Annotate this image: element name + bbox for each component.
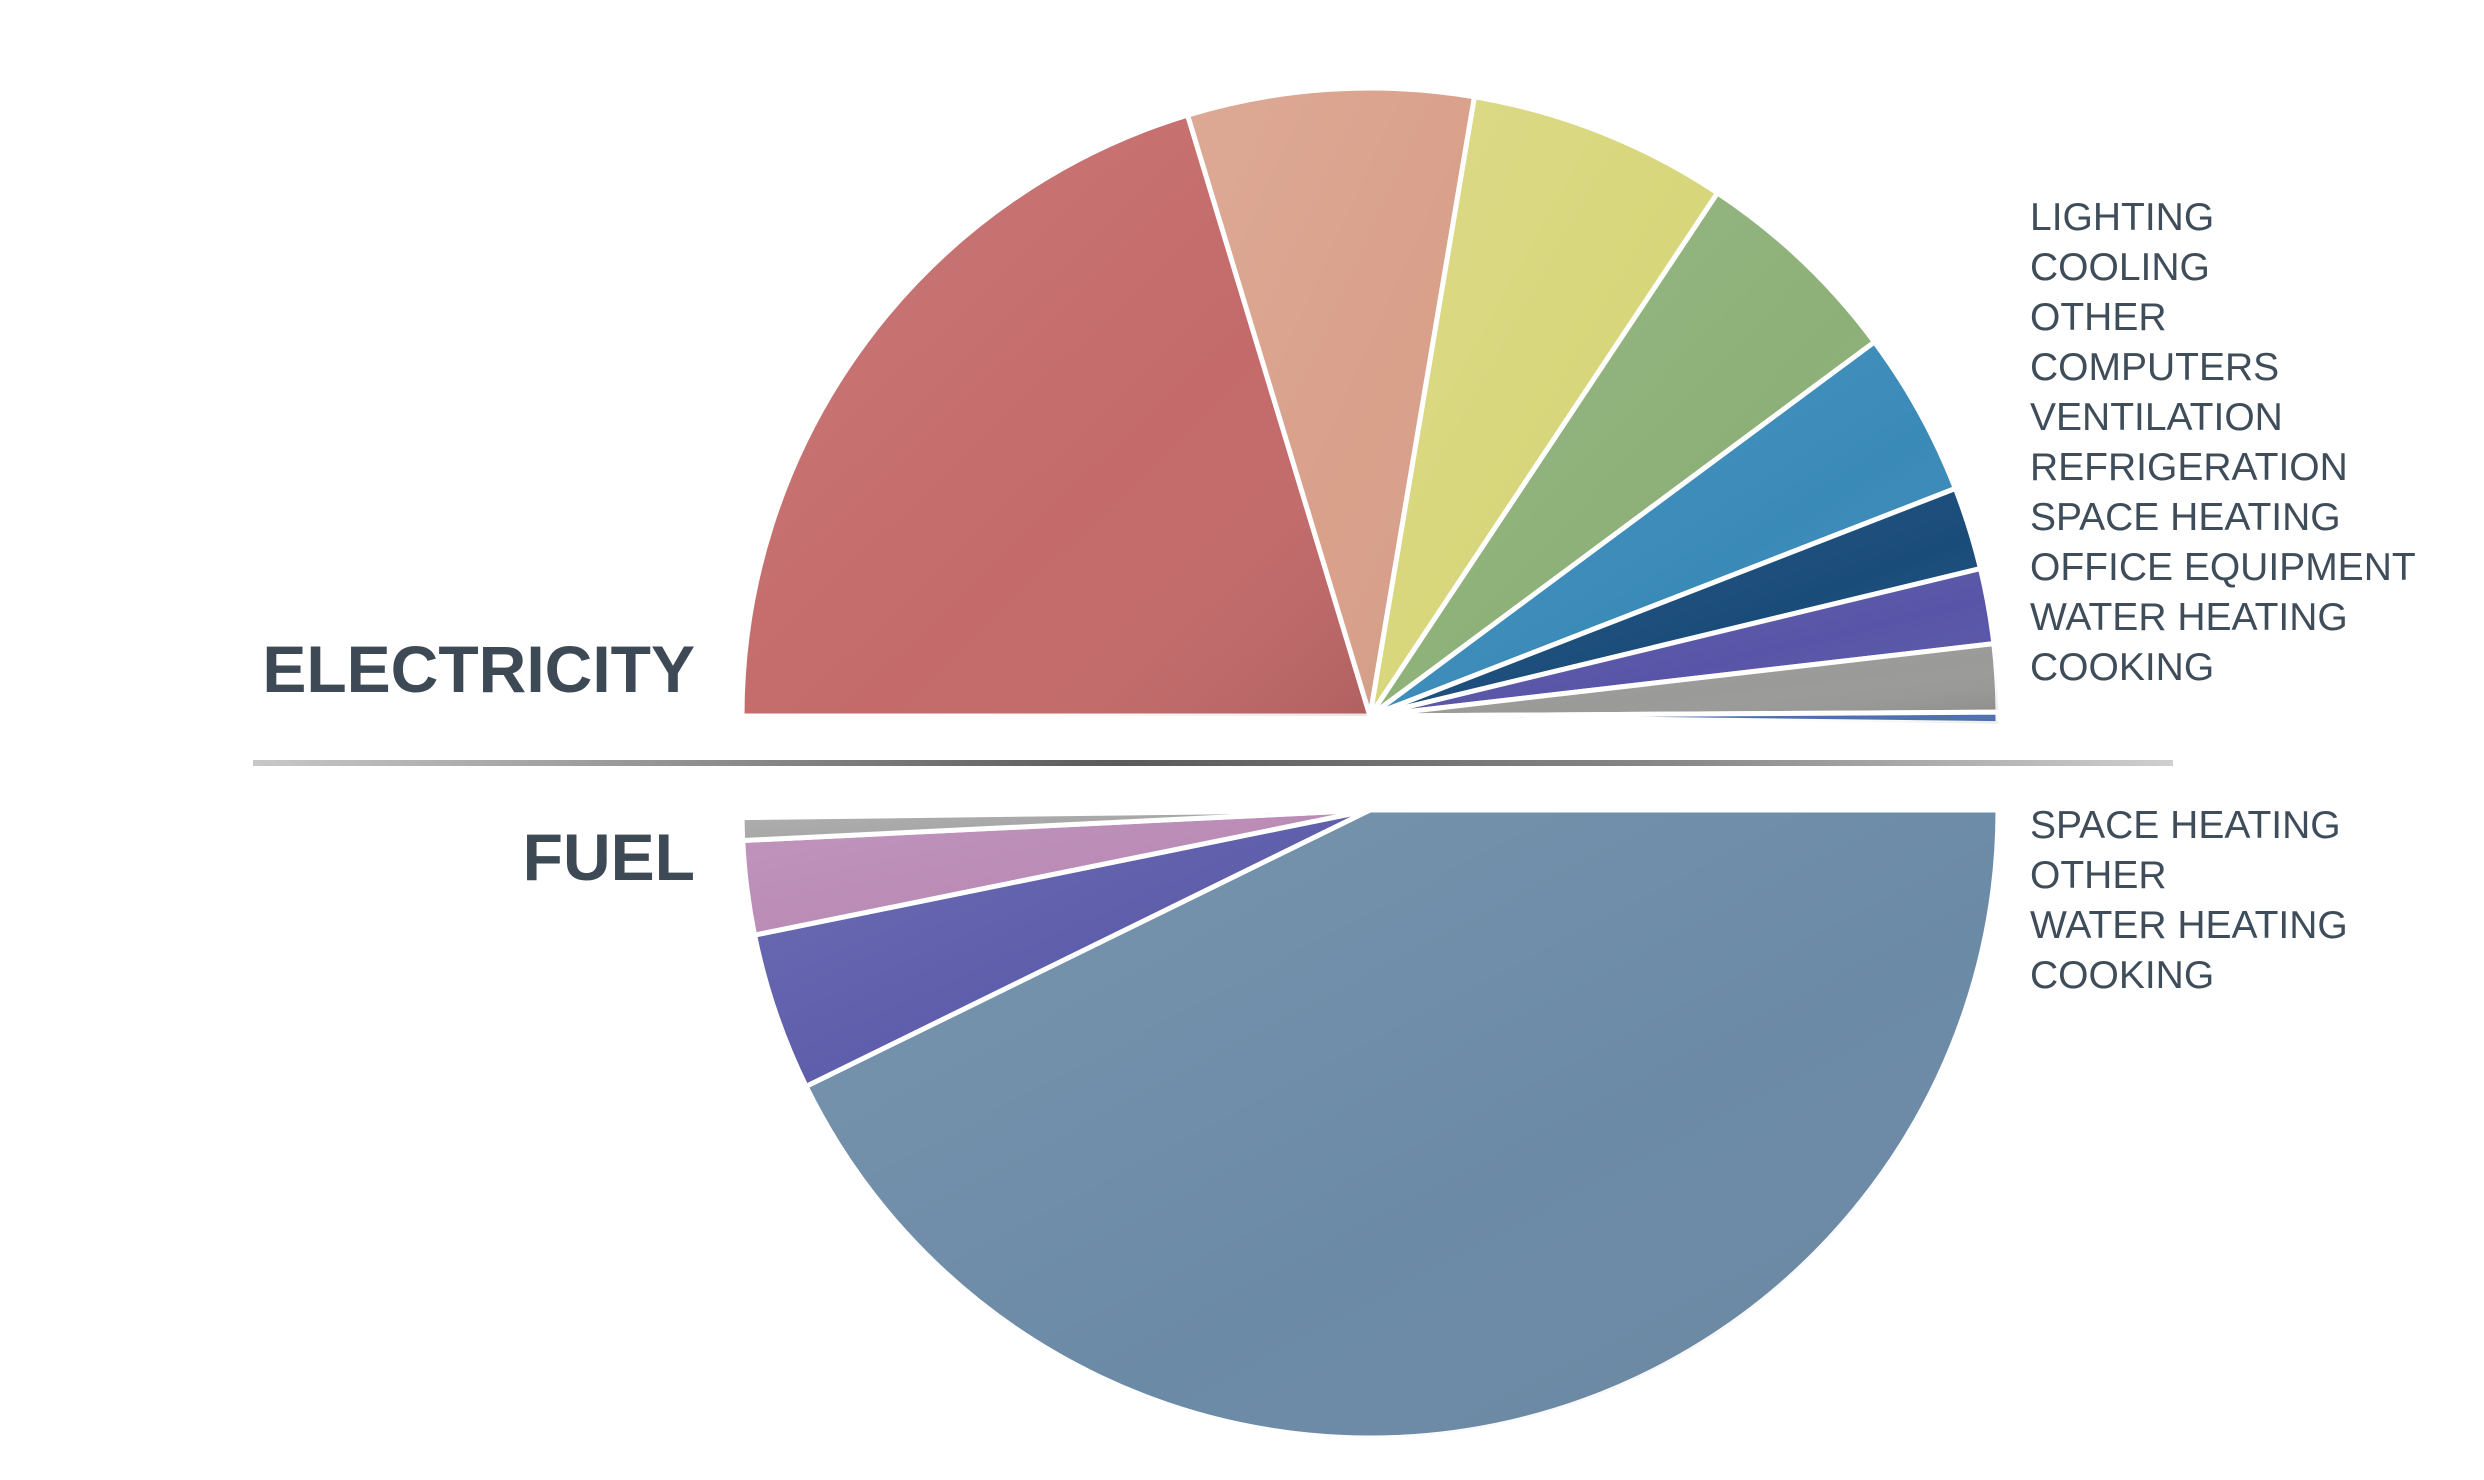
electricity-slice-sheen-computers [1370,192,1875,716]
fuel-legend-water-heating: WATER HEATING [2030,904,2348,947]
electricity-group-label: ELECTRICITY [262,632,695,706]
electricity-legend-refrigeration: REFRIGERATION [2030,446,2348,489]
group-divider-line [253,760,2173,766]
fuel-legend: SPACE HEATING OTHER WATER HEATING COOKING [2030,804,2348,997]
electricity-legend-ventilation: VENTILATION [2030,396,2283,439]
electricity-slice-sheen-cooling [1187,88,1475,717]
fuel-legend-other: OTHER [2030,854,2167,897]
electricity-slice-sheen-refrigeration [1370,488,1981,716]
electricity-legend-computers: COMPUTERS [2030,346,2279,389]
fuel-legend-space-heating: SPACE HEATING [2030,804,2341,847]
fuel-slice-sheen-other [754,810,1370,1087]
fuel-slice-sheen-space-heating [806,810,1998,1438]
electricity-slice-sheen-office-equipment [1370,643,1998,716]
fuel-group-label: FUEL [523,820,695,894]
electricity-legend: LIGHTING COOLING OTHER COMPUTERS VENTILATION… [2030,196,2416,689]
fuel-slice-sheen-water-heating [742,810,1370,936]
fuel-slice-sheen-cooking [742,810,1370,841]
electricity-legend-cooking: COOKING [2030,646,2214,689]
electricity-legend-other: OTHER [2030,296,2167,339]
electricity-legend-office-equipment: OFFICE EQUIPMENT [2030,546,2416,589]
electricity-slice-sheen-water-heating [1370,712,1998,724]
electricity-slice-sheen-space-heating [1370,568,1994,716]
fuel-pie-slices [739,807,2001,1441]
electricity-legend-cooling: COOLING [2030,246,2210,289]
electricity-legend-water-heating: WATER HEATING [2030,596,2348,639]
electricity-legend-lighting: LIGHTING [2030,196,2214,239]
electricity-legend-space-heating: SPACE HEATING [2030,496,2341,539]
electricity-slice-sheen-ventilation [1370,341,1956,716]
electricity-slice-sheen-lighting [742,115,1370,716]
electricity-pie-slices [739,85,2001,727]
electricity-slice-sheen-other [1370,96,1718,716]
fuel-legend-cooking: COOKING [2030,954,2214,997]
